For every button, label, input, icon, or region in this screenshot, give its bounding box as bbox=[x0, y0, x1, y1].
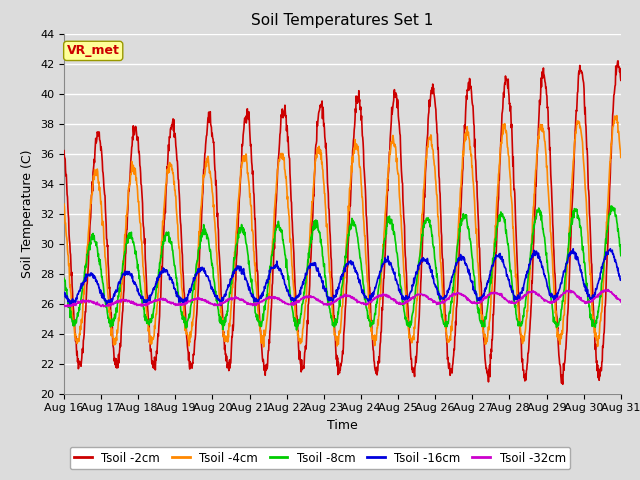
X-axis label: Time: Time bbox=[327, 419, 358, 432]
Title: Soil Temperatures Set 1: Soil Temperatures Set 1 bbox=[252, 13, 433, 28]
Legend: Tsoil -2cm, Tsoil -4cm, Tsoil -8cm, Tsoil -16cm, Tsoil -32cm: Tsoil -2cm, Tsoil -4cm, Tsoil -8cm, Tsoi… bbox=[70, 447, 570, 469]
Y-axis label: Soil Temperature (C): Soil Temperature (C) bbox=[22, 149, 35, 278]
Text: VR_met: VR_met bbox=[67, 44, 120, 58]
